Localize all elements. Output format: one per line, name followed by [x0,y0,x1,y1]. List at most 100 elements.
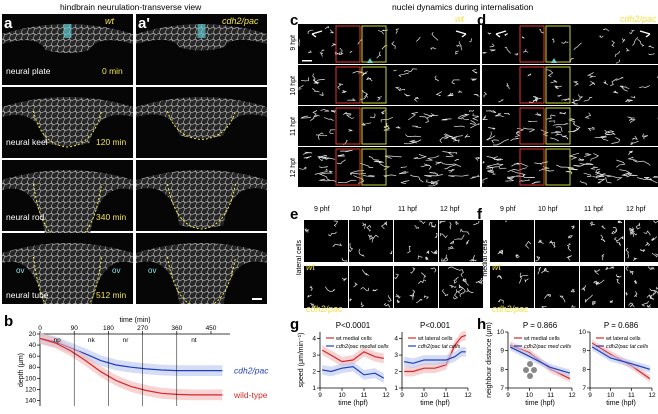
nucleus-track [457,114,470,120]
cell-track [333,220,338,227]
f-time-12: 12 hpf [626,206,646,213]
cell-track [454,234,465,240]
nucleus-track [444,164,457,170]
nucleus-track [345,114,355,119]
nucleus-track [403,93,411,97]
lateral-box [335,107,361,145]
cell-track [641,300,649,307]
genotype-mut-a: cdh2/pac [222,16,259,26]
nucleus-track [457,90,463,93]
neural-tissue [136,170,267,228]
x-tick-label: 450 [206,325,217,332]
nucleus-track [630,95,636,99]
nucleus-track [348,129,354,132]
cell-track [470,258,477,262]
cell-track [585,294,593,303]
nucleus-track [522,174,535,178]
y-tick-label: 40 [29,342,37,349]
nucleus-track [429,113,439,117]
cell-track [449,221,452,230]
cell-highlight [63,24,72,38]
nucleus-track [491,139,500,144]
cell-track [366,224,372,232]
cell-track [431,224,436,228]
stage-neural-tube: neural tube [6,290,49,300]
nucleus-track [578,157,585,161]
nucleus-track [606,130,615,133]
arrow-left-icon [495,30,507,38]
lateral-box [335,148,361,186]
stage-neural-rod: neural rod [6,212,45,222]
cell-track [417,255,423,260]
nucleus-track [561,40,569,44]
cell-track [425,256,429,261]
x-axis-label: time (hpf) [525,400,555,407]
nucleus-track [518,179,531,183]
nucleus-track [627,116,635,121]
cell-track [358,248,365,257]
lateral-cells-label: lateral cells [296,240,303,276]
cell-track [625,266,629,271]
nucleus-track [337,153,345,157]
lateral-box [519,148,545,186]
e-time-10: 10 hpf [352,206,372,213]
series-line [509,346,571,374]
x-tick-label: 180 [103,325,114,332]
medial-box [545,25,571,63]
stage-mark: np [53,337,61,344]
cell-cluster-icon [531,367,537,373]
e-time-11: 11 hpf [398,206,417,213]
nucleus-track [383,125,389,129]
cell-track [549,240,555,246]
nucleus-track [366,76,373,82]
y-tick-label: 9 [582,348,586,355]
nucleus-track [555,126,563,132]
nucleus-track [319,178,337,183]
nucleus-track [413,97,419,102]
cell-track [389,250,393,255]
nucleus-track [555,133,563,136]
nucleus-track [469,38,473,43]
x-tick-label: 9 [400,392,404,399]
cell-track [430,250,438,254]
nucleus-track [448,168,455,173]
cell-track [600,234,606,243]
arrow-right-icon [455,30,467,38]
cell-track [632,257,638,261]
nucleus-track [511,162,521,167]
nucleus-track [447,92,453,97]
nucleus-track [489,43,495,48]
header-left: hindbrain neurulation-transverse view [60,2,202,12]
nucleus-track [542,168,555,172]
track-tile [625,220,658,262]
track-tile [304,220,348,262]
nucleus-track [493,138,510,146]
nucleus-track [318,166,328,168]
nucleus-track [609,78,618,86]
cell-track [601,225,606,230]
nucleus-track [572,123,581,133]
panel-label-a-prime: a' [138,15,150,32]
nucleus-track [551,38,555,43]
nucleus-track [455,50,459,55]
stage-neural-plate: neural plate [6,66,51,76]
nucleus-track [395,125,401,129]
f-mut: cdh2/pac [492,304,529,314]
nucleus-track [629,30,635,34]
nucleus-track [313,82,320,84]
cell-track [656,286,658,290]
cell-track [372,288,378,292]
nucleus-track [507,175,521,178]
cell-track [616,240,621,247]
cell-track [496,275,503,280]
nucleus-track [303,151,313,155]
cell-track [550,240,556,249]
series-line [322,365,385,379]
cell-track [325,286,336,292]
cell-track [645,241,651,246]
tracks-panel [298,65,480,105]
y-tick-label: 4 [312,336,316,343]
cell-track [434,232,438,238]
cell-track [559,295,566,303]
cell-track [447,266,458,270]
